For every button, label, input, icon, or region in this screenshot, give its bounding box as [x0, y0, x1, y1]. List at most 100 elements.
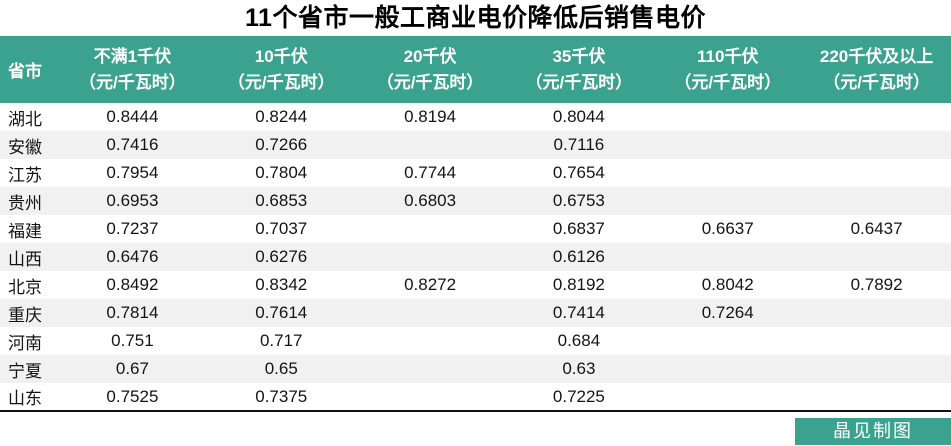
- province-cell: 江苏: [8, 165, 42, 185]
- value-cell: 0.67: [115, 359, 149, 378]
- value-cell: [356, 131, 505, 159]
- col-header-110kv: 110千伏 （元/千瓦时）: [653, 36, 803, 103]
- value-cell: 0.7525: [106, 386, 159, 406]
- value-cell: 0.7614: [255, 303, 308, 322]
- value-cell: 0.63: [562, 359, 596, 378]
- table-row: 河南 0.751 0.717 0.684: [0, 327, 951, 355]
- value-cell: 0.7225: [552, 386, 605, 406]
- col-header-unit-label: （元/千瓦时）: [525, 72, 633, 92]
- value-cell: 0.8342: [255, 275, 308, 294]
- table-row: 重庆 0.7814 0.7614 0.7414 0.7264: [0, 299, 951, 327]
- col-header-province: 省市: [0, 36, 58, 103]
- col-header-under-1kv: 不满1千伏 （元/千瓦时）: [58, 36, 207, 103]
- value-cell: 0.7264: [701, 303, 754, 322]
- value-cell: [356, 355, 505, 383]
- col-header-voltage-label: 10千伏: [254, 46, 308, 66]
- value-cell: 0.7892: [850, 275, 903, 294]
- table-body: 湖北 0.8444 0.8244 0.8194 0.8044 安徽 0.7416…: [0, 103, 951, 411]
- value-cell: 0.7744: [404, 163, 457, 182]
- value-cell: [802, 159, 951, 187]
- value-cell: [653, 355, 802, 383]
- table-row: 福建 0.7237 0.7037 0.6837 0.6637 0.6437: [0, 215, 951, 243]
- value-cell: 0.6476: [106, 247, 159, 266]
- value-cell: [802, 355, 951, 383]
- value-cell: 0.6276: [255, 247, 308, 266]
- table-row: 山东 0.7525 0.7375 0.7225: [0, 383, 951, 411]
- header-row: 省市 不满1千伏 （元/千瓦时） 10千伏 （元/千瓦时） 20千伏 （元/千瓦…: [0, 36, 951, 103]
- value-cell: 0.8244: [255, 107, 308, 126]
- value-cell: [802, 103, 951, 131]
- value-cell: 0.8272: [404, 275, 457, 294]
- table-row: 贵州 0.6953 0.6853 0.6803 0.6753: [0, 187, 951, 215]
- province-cell: 宁夏: [8, 361, 42, 381]
- col-header-voltage-label: 110千伏: [697, 46, 759, 66]
- value-cell: [653, 327, 802, 355]
- value-cell: 0.8194: [404, 107, 457, 126]
- price-table: 省市 不满1千伏 （元/千瓦时） 10千伏 （元/千瓦时） 20千伏 （元/千瓦…: [0, 36, 951, 412]
- value-cell: [356, 243, 505, 271]
- value-cell: 0.684: [557, 331, 601, 350]
- col-header-220kv-plus: 220千伏及以上 （元/千瓦时）: [802, 36, 951, 103]
- value-cell: 0.7414: [552, 303, 605, 322]
- value-cell: 0.751: [111, 331, 154, 350]
- province-cell: 福建: [8, 221, 42, 241]
- col-header-unit-label: （元/千瓦时）: [79, 72, 186, 92]
- value-cell: [356, 383, 505, 411]
- col-header-35kv: 35千伏 （元/千瓦时）: [504, 36, 654, 103]
- value-cell: 0.8042: [701, 275, 754, 294]
- value-cell: 0.8492: [106, 275, 159, 294]
- value-cell: [653, 187, 802, 215]
- value-cell: 0.6837: [552, 219, 605, 238]
- value-cell: [653, 383, 802, 411]
- col-header-unit-label: （元/千瓦时）: [227, 72, 335, 92]
- value-cell: [802, 299, 951, 327]
- value-cell: [653, 159, 802, 187]
- value-cell: 0.65: [264, 359, 298, 378]
- province-cell: 河南: [8, 333, 42, 353]
- table-row: 江苏 0.7954 0.7804 0.7744 0.7654: [0, 159, 951, 187]
- table-row: 安徽 0.7416 0.7266 0.7116: [0, 131, 951, 159]
- table-row: 北京 0.8492 0.8342 0.8272 0.8192 0.8042 0.…: [0, 271, 951, 299]
- value-cell: [653, 103, 802, 131]
- value-cell: [802, 327, 951, 355]
- col-header-voltage-label: 35千伏: [552, 46, 606, 66]
- province-cell: 安徽: [8, 137, 42, 157]
- value-cell: 0.7266: [255, 135, 308, 154]
- col-header-unit-label: （元/千瓦时）: [823, 72, 930, 92]
- value-cell: [802, 187, 951, 215]
- value-cell: 0.6437: [850, 219, 903, 238]
- value-cell: 0.717: [259, 331, 303, 350]
- value-cell: [802, 243, 951, 271]
- value-cell: 0.6637: [701, 219, 754, 238]
- value-cell: [802, 131, 951, 159]
- col-header-voltage-label: 220千伏及以上: [819, 46, 934, 66]
- value-cell: 0.6953: [106, 191, 159, 210]
- value-cell: 0.7116: [553, 135, 605, 154]
- page-title: 11个省市一般工商业电价降低后销售电价: [245, 4, 706, 32]
- col-header-unit-label: （元/千瓦时）: [674, 72, 782, 92]
- value-cell: 0.6803: [404, 191, 457, 210]
- value-cell: 0.7237: [106, 219, 159, 238]
- value-cell: 0.7814: [106, 303, 159, 322]
- value-cell: [356, 215, 505, 243]
- value-cell: 0.8192: [552, 275, 605, 294]
- col-header-voltage-label: 不满1千伏: [93, 46, 172, 66]
- value-cell: [653, 243, 802, 271]
- value-cell: 0.7375: [255, 386, 308, 406]
- col-header-voltage-label: 20千伏: [403, 46, 457, 66]
- province-cell: 山东: [8, 389, 42, 408]
- value-cell: [356, 327, 505, 355]
- value-cell: [653, 131, 802, 159]
- table-row: 湖北 0.8444 0.8244 0.8194 0.8044: [0, 103, 951, 131]
- value-cell: 0.7804: [255, 163, 308, 182]
- value-cell: 0.7954: [106, 163, 159, 182]
- value-cell: [356, 299, 505, 327]
- credit-badge: 晶见制图: [795, 418, 951, 445]
- province-cell: 山西: [8, 249, 42, 269]
- value-cell: 0.7416: [106, 135, 159, 154]
- value-cell: 0.6853: [255, 191, 308, 210]
- table-row: 山西 0.6476 0.6276 0.6126: [0, 243, 951, 271]
- province-cell: 重庆: [8, 305, 42, 325]
- value-cell: 0.6753: [552, 191, 605, 210]
